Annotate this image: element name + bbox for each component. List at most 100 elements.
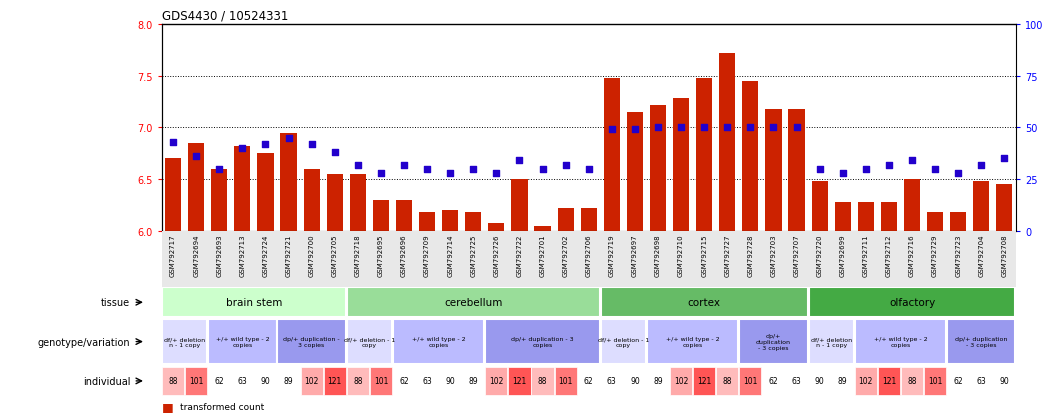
Text: GSM792704: GSM792704 [978, 234, 985, 276]
Point [512, 158, 528, 164]
Point [465, 166, 481, 173]
Text: 63: 63 [606, 377, 617, 385]
Text: GSM792712: GSM792712 [886, 234, 892, 276]
Point [488, 170, 504, 177]
Text: GSM792696: GSM792696 [401, 234, 407, 277]
Text: GSM792719: GSM792719 [609, 234, 615, 277]
Point [557, 162, 574, 169]
Text: df/+ deletion - 1
copy: df/+ deletion - 1 copy [598, 336, 649, 347]
Bar [442, 211, 458, 231]
Bar [601, 367, 623, 395]
Text: 102: 102 [489, 377, 503, 385]
Bar [531, 367, 553, 395]
Bar [742, 82, 759, 231]
Point [903, 158, 920, 164]
Point [396, 162, 413, 169]
Bar [254, 367, 276, 395]
Text: GSM792695: GSM792695 [378, 234, 383, 276]
Text: GSM792721: GSM792721 [286, 234, 292, 276]
Point [419, 166, 436, 173]
Bar [347, 287, 600, 317]
Point [812, 166, 828, 173]
Text: GSM792693: GSM792693 [217, 234, 222, 277]
Bar [647, 319, 739, 365]
Bar [465, 213, 481, 231]
Bar [162, 367, 184, 395]
Bar [950, 213, 966, 231]
Text: df/+ deletion
n - 1 copy: df/+ deletion n - 1 copy [811, 336, 851, 347]
Text: ■: ■ [162, 412, 173, 413]
Bar [463, 367, 485, 395]
Bar [970, 367, 992, 395]
Text: 62: 62 [953, 377, 963, 385]
Bar [489, 223, 504, 231]
Text: 88: 88 [353, 377, 363, 385]
Bar [812, 182, 827, 231]
Point [788, 125, 804, 131]
Bar [650, 105, 666, 231]
Text: GSM792710: GSM792710 [678, 234, 685, 277]
Point [257, 141, 274, 148]
Text: GSM792718: GSM792718 [354, 234, 361, 277]
Text: 90: 90 [260, 377, 270, 385]
Text: 89: 89 [653, 377, 663, 385]
Text: +/+ wild type - 2
copies: +/+ wild type - 2 copies [412, 336, 466, 347]
Bar [693, 367, 715, 395]
Bar [854, 319, 946, 365]
Point [765, 125, 782, 131]
Bar [924, 367, 946, 395]
Text: 88: 88 [722, 377, 733, 385]
Text: olfactory: olfactory [889, 297, 935, 308]
Bar [647, 367, 669, 395]
Text: GSM792703: GSM792703 [770, 234, 776, 277]
Text: df/+ deletion - 1
copy: df/+ deletion - 1 copy [344, 336, 395, 347]
Text: GSM792705: GSM792705 [331, 234, 338, 276]
Text: +/+ wild type - 2
copies: +/+ wild type - 2 copies [216, 336, 269, 347]
Text: individual: individual [82, 376, 130, 386]
Text: cortex: cortex [688, 297, 721, 308]
Text: 63: 63 [422, 377, 432, 385]
Bar [535, 226, 550, 231]
Point [349, 162, 366, 169]
Text: tissue: tissue [101, 297, 130, 308]
Text: GSM792713: GSM792713 [240, 234, 245, 277]
Text: transformed count: transformed count [180, 402, 265, 411]
Text: GSM792700: GSM792700 [308, 234, 315, 277]
Bar [739, 319, 808, 365]
Bar [212, 169, 227, 231]
Text: dp/+
duplication
- 3 copies: dp/+ duplication - 3 copies [756, 333, 791, 350]
Text: dp/+ duplication - 3
copies: dp/+ duplication - 3 copies [512, 336, 574, 347]
Bar [739, 367, 762, 395]
Bar [165, 159, 181, 231]
Text: 90: 90 [815, 377, 824, 385]
Text: GSM792729: GSM792729 [933, 234, 938, 276]
Bar [188, 144, 204, 231]
Text: 62: 62 [215, 377, 224, 385]
Text: GSM792720: GSM792720 [817, 234, 823, 276]
Point [210, 166, 227, 173]
Text: GSM792724: GSM792724 [263, 234, 269, 276]
Bar [231, 367, 253, 395]
Text: GSM792707: GSM792707 [794, 234, 799, 277]
Point [535, 166, 551, 173]
Text: 102: 102 [304, 377, 319, 385]
Text: 90: 90 [999, 377, 1010, 385]
Bar [786, 367, 808, 395]
Text: GSM792694: GSM792694 [193, 234, 199, 276]
Text: 101: 101 [559, 377, 573, 385]
Text: GSM792711: GSM792711 [863, 234, 869, 277]
Text: GSM792708: GSM792708 [1001, 234, 1008, 277]
Text: 89: 89 [838, 377, 847, 385]
Bar [601, 319, 646, 365]
Point [580, 166, 597, 173]
Text: 102: 102 [674, 377, 689, 385]
Text: GDS4430 / 10524331: GDS4430 / 10524331 [162, 10, 288, 23]
Text: 121: 121 [513, 377, 526, 385]
Text: +/+ wild type - 2
copies: +/+ wild type - 2 copies [873, 336, 927, 347]
Text: 62: 62 [584, 377, 594, 385]
Bar [512, 180, 527, 231]
Bar [603, 78, 620, 231]
Point [673, 125, 690, 131]
Text: GSM792715: GSM792715 [701, 234, 708, 276]
Bar [208, 319, 276, 365]
